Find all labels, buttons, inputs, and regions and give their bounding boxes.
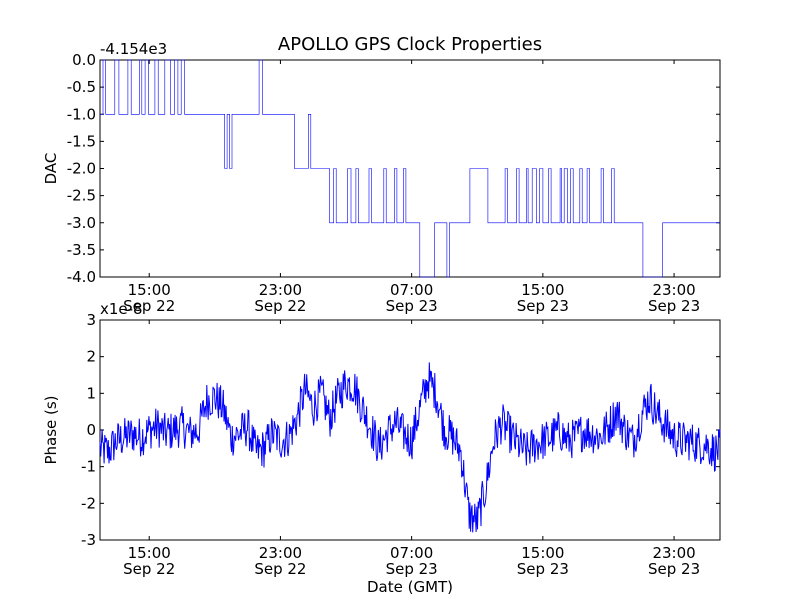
phase-x-tick-date-label: Sep 23 — [517, 560, 569, 578]
phase-y-tick-label: 0 — [86, 421, 96, 439]
dac-y-tick-label: -4.0 — [67, 268, 96, 286]
phase-series-line — [99, 362, 721, 533]
phase-x-tick-date-label: Sep 22 — [254, 560, 306, 578]
phase-x-tick-time-label: 07:00 — [390, 544, 433, 562]
dac-y-tick-label: -1.0 — [67, 105, 96, 123]
phase-x-tick-date-label: Sep 23 — [648, 560, 700, 578]
phase-y-tick-label: 1 — [86, 384, 96, 402]
dac-y-tick-label: -0.5 — [67, 78, 96, 96]
dac-x-tick-time-label: 23:00 — [652, 281, 695, 299]
dac-x-tick-date-label: Sep 23 — [648, 297, 700, 315]
phase-x-tick-time-label: 15:00 — [128, 544, 171, 562]
phase-x-tick-time-label: 23:00 — [652, 544, 695, 562]
phase-offset-label: x1e-8 — [100, 300, 143, 318]
dac-x-tick-date-label: Sep 22 — [123, 297, 175, 315]
dac-x-tick-time-label: 07:00 — [390, 281, 433, 299]
dac-series — [100, 59, 720, 278]
phase-y-tick-label: 2 — [86, 348, 96, 366]
phase-y-tick-label: -1 — [81, 458, 96, 476]
phase-x-tick-date-label: Sep 22 — [123, 560, 175, 578]
phase-series — [99, 362, 721, 533]
dac-y-tick-label: -3.0 — [67, 214, 96, 232]
phase-y-tick-label: -2 — [81, 494, 96, 512]
dac-y-tick-label: -2.0 — [67, 160, 96, 178]
dac-x-tick-date-label: Sep 22 — [254, 297, 306, 315]
phase-y-tick-label: 3 — [86, 311, 96, 329]
dac-y-tick-label: -2.5 — [67, 187, 96, 205]
dac-x-tick-date-label: Sep 23 — [517, 297, 569, 315]
dac-y-tick-label: -1.5 — [67, 132, 96, 150]
dac-offset-label: -4.154e3 — [100, 40, 167, 58]
phase-x-tick-date-label: Sep 23 — [386, 560, 438, 578]
dac-series-line — [100, 59, 720, 278]
phase-y-axis-label: Phase (s) — [42, 395, 60, 464]
dac-y-tick-label: -3.5 — [67, 241, 96, 259]
dac-x-tick-time-label: 15:00 — [128, 281, 171, 299]
dac-panel: -4.154e3 DAC -4.0 -3.5 -3.0 -2.5 -2.0 -1.5 -1.… — [42, 40, 721, 315]
phase-y-ticks: -3 -2 -1 0 1 2 3 — [81, 311, 720, 549]
dac-y-ticks: -4.0 -3.5 -3.0 -2.5 -2.0 -1.5 -1.0 -0.5 0.0 — [67, 51, 720, 286]
dac-x-tick-date-label: Sep 23 — [386, 297, 438, 315]
dac-x-tick-time-label: 15:00 — [521, 281, 564, 299]
dac-plot-frame — [99, 59, 721, 278]
dac-y-axis-label: DAC — [42, 153, 60, 185]
phase-panel: x1e-8 Phase (s) Date (GMT) -3 -2 -1 0 1 2 3 15… — [42, 300, 721, 596]
dac-y-tick-label: 0.0 — [72, 51, 96, 69]
phase-x-tick-time-label: 23:00 — [259, 544, 302, 562]
phase-x-axis-label: Date (GMT) — [367, 578, 453, 596]
phase-y-tick-label: -3 — [81, 531, 96, 549]
chart-title: APOLLO GPS Clock Properties — [278, 34, 542, 55]
phase-x-tick-time-label: 15:00 — [521, 544, 564, 562]
dac-x-tick-time-label: 23:00 — [259, 281, 302, 299]
